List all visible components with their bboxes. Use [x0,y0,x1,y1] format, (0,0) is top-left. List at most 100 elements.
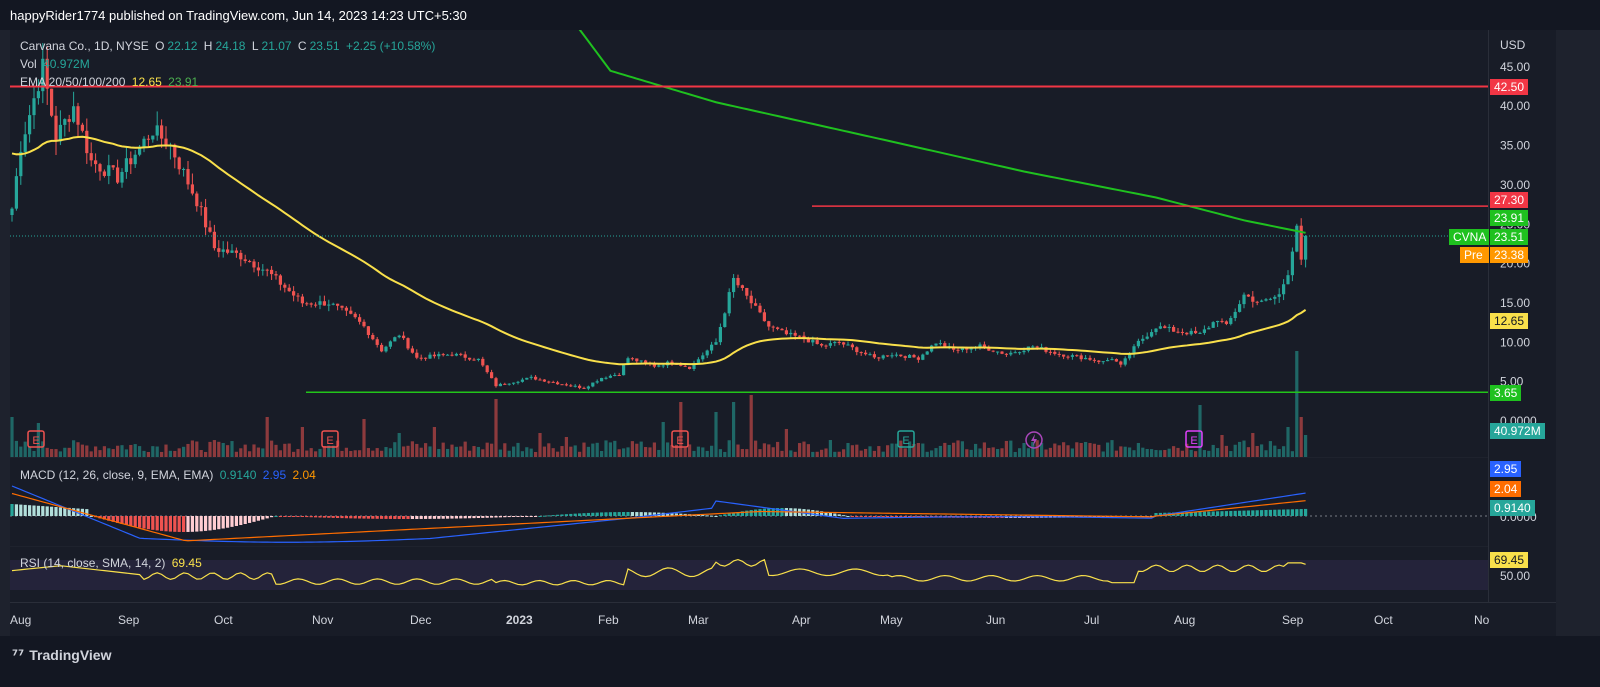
macd-histogram-bar [371,516,375,519]
volume-bar [349,451,353,457]
macd-histogram-bar [1260,510,1264,516]
time-tick-label: Aug [10,613,31,627]
candle-body [454,353,458,356]
volume-bar [692,450,696,457]
publisher-bar: happyRider1774 published on TradingView.… [0,0,1600,30]
volume-bar [1013,451,1017,457]
time-tick-label: May [880,613,903,627]
candle-body [485,365,489,373]
candle-body [393,337,397,342]
volume-bar [586,446,590,457]
volume-bar [952,442,956,457]
candle-body [239,252,243,260]
legend-close-label: C [297,39,307,53]
candle-body [890,355,894,357]
candle-body [982,344,986,348]
time-tick-label: Nov [312,613,333,627]
candle-body [1009,352,1013,355]
volume-bar [1084,441,1088,457]
volume-bar [894,443,898,457]
candle-body [146,138,150,140]
candle-body [300,296,304,304]
volume-bar [784,429,788,457]
macd-histogram-bar [102,516,106,520]
macd-histogram-bar [234,516,238,526]
volume-bar [116,445,120,457]
macd-histogram-bar [36,505,40,516]
candle-body [380,344,384,352]
macd-histogram-bar [358,516,362,519]
volume-bar [630,441,634,457]
candle-body [331,303,335,305]
volume-bar [314,451,318,457]
volume-bar [732,402,736,457]
volume-bar [890,443,894,457]
candle-body [1136,340,1140,347]
macd-histogram-bar [155,516,159,531]
macd-histogram-bar [1277,509,1281,516]
candle-body [450,354,454,356]
macd-histogram-bar [186,516,190,532]
volume-bar [718,449,722,457]
volume-bar [318,448,322,457]
volume-bar [837,451,841,457]
macd-histogram-bar [173,516,177,532]
volume-bar [600,450,604,457]
time-axis[interactable] [10,602,1556,636]
candle-body [19,151,23,177]
candle-body [846,344,850,346]
volume-bar [498,449,502,457]
volume-bar [388,448,392,457]
macd-histogram-bar [204,516,208,531]
candle-body [1114,359,1118,362]
candle-body [903,356,907,358]
candle-body [806,338,810,343]
candle-body [670,361,674,364]
volume-bar [1114,450,1118,457]
pre-label-tag: Pre [1460,247,1489,263]
volume-bar [1048,447,1052,457]
macd-histogram-bar [727,513,731,516]
candle-body [98,164,102,172]
macd-histogram-bar [740,511,744,516]
volume-bar [727,440,731,457]
macd-histogram-bar [468,516,472,519]
macd-histogram-bar [498,516,502,518]
macd-histogram-bar [551,515,555,517]
macd-histogram-bar [600,512,604,516]
volume-bar [1216,448,1220,457]
rsi-pane[interactable] [10,547,1556,602]
candle-body [1048,351,1052,353]
volume-bar [1233,444,1237,457]
macd-histogram-bar [309,516,313,518]
earnings-marker [27,430,45,448]
candle-body [432,354,436,357]
volume-bar [674,444,678,457]
candle-body [410,348,414,353]
volume-bar [1264,450,1268,457]
macd-histogram-bar [1255,510,1259,516]
macd-histogram-bar [446,516,450,519]
candle-body [164,138,168,147]
volume-bar [450,444,454,457]
volume-bar [512,446,516,457]
volume-bar [221,442,225,457]
volume-bar [916,443,920,457]
macd-histogram-bar [1299,509,1303,516]
time-tick-label: Feb [598,613,619,627]
time-tick-label: Sep [1282,613,1304,627]
legend-vol: 40.972M [43,57,90,71]
tradingview-logo[interactable]: ⁷⁷ TradingView [12,647,111,664]
macd-histogram-bar [613,512,617,516]
macd-histogram-bar [111,516,115,522]
candle-body [472,359,476,361]
earnings-marker-label: E [1190,435,1197,447]
candle-body [1150,332,1154,337]
volume-bar [1176,447,1180,457]
volume-bar [45,447,49,457]
earnings-marker-label: E [676,435,683,447]
macd-histogram-bar [1290,509,1294,516]
volume-bar [1150,449,1154,457]
volume-bar [459,446,463,457]
volume-bar [820,449,824,457]
